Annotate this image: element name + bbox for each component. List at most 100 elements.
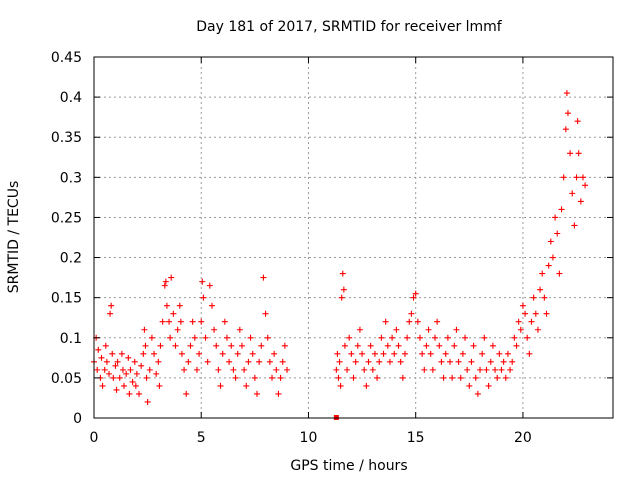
data-point bbox=[386, 358, 393, 365]
data-point bbox=[129, 378, 136, 385]
data-point bbox=[401, 350, 408, 357]
data-point bbox=[336, 358, 343, 365]
data-point bbox=[543, 310, 550, 317]
data-point bbox=[348, 350, 355, 357]
axis-ticks bbox=[93, 56, 613, 419]
data-point bbox=[376, 358, 383, 365]
data-point bbox=[238, 342, 245, 349]
data-point bbox=[114, 358, 121, 365]
chart-title: Day 181 of 2017, SRMTID for receiver lmm… bbox=[196, 19, 503, 35]
data-point bbox=[524, 334, 531, 341]
data-point bbox=[412, 290, 419, 297]
y-tick-label: 0.1 bbox=[60, 331, 82, 347]
data-point bbox=[571, 222, 578, 229]
data-point bbox=[183, 390, 190, 397]
data-point bbox=[110, 374, 117, 381]
data-point bbox=[333, 366, 340, 373]
data-point bbox=[162, 278, 169, 285]
x-tick-labels: 0 5 10 15 20 bbox=[90, 430, 532, 446]
data-point bbox=[384, 342, 391, 349]
data-point bbox=[579, 174, 586, 181]
data-point bbox=[468, 358, 475, 365]
data-point bbox=[577, 198, 584, 205]
data-point bbox=[575, 150, 582, 157]
data-point bbox=[187, 342, 194, 349]
data-point bbox=[344, 366, 351, 373]
data-point bbox=[500, 358, 507, 365]
data-point bbox=[338, 294, 345, 301]
x-tick-label: 10 bbox=[300, 430, 318, 446]
x-tick-label: 20 bbox=[514, 430, 532, 446]
data-point bbox=[141, 326, 148, 333]
data-point bbox=[103, 358, 110, 365]
x-axis-label: GPS time / hours bbox=[290, 458, 407, 474]
data-point bbox=[279, 358, 286, 365]
x-tick-label: 5 bbox=[197, 430, 206, 446]
data-point bbox=[132, 382, 139, 389]
data-point bbox=[108, 302, 115, 309]
data-point bbox=[193, 366, 200, 373]
data-point bbox=[513, 342, 520, 349]
data-point bbox=[284, 366, 291, 373]
data-point bbox=[266, 358, 273, 365]
data-point bbox=[243, 382, 250, 389]
data-point bbox=[217, 382, 224, 389]
data-point bbox=[374, 374, 381, 381]
y-tick-label: 0.35 bbox=[51, 130, 82, 146]
data-point bbox=[494, 374, 501, 381]
data-point bbox=[507, 366, 514, 373]
data-point bbox=[554, 230, 561, 237]
data-points bbox=[91, 90, 589, 420]
data-point bbox=[146, 366, 153, 373]
data-point bbox=[419, 350, 426, 357]
data-point bbox=[258, 342, 265, 349]
data-point bbox=[167, 334, 174, 341]
data-point bbox=[511, 334, 518, 341]
data-point bbox=[253, 390, 260, 397]
grid bbox=[94, 57, 613, 418]
data-point bbox=[176, 302, 183, 309]
data-point bbox=[99, 382, 106, 389]
data-point bbox=[281, 342, 288, 349]
data-point bbox=[549, 254, 556, 261]
data-point bbox=[459, 350, 466, 357]
data-point bbox=[474, 390, 481, 397]
data-point bbox=[98, 354, 105, 361]
data-point bbox=[530, 294, 537, 301]
data-point bbox=[470, 342, 477, 349]
data-point bbox=[541, 294, 548, 301]
y-tick-label: 0.05 bbox=[51, 371, 82, 387]
data-point bbox=[367, 342, 374, 349]
data-point bbox=[249, 350, 256, 357]
data-point bbox=[335, 374, 342, 381]
data-point bbox=[102, 342, 109, 349]
data-point bbox=[236, 326, 243, 333]
data-point bbox=[113, 386, 120, 393]
data-point bbox=[106, 370, 113, 377]
x-tick-label: 15 bbox=[407, 430, 425, 446]
data-point bbox=[489, 342, 496, 349]
data-point bbox=[247, 334, 254, 341]
data-point bbox=[472, 374, 479, 381]
data-point bbox=[378, 334, 385, 341]
data-point bbox=[352, 358, 359, 365]
y-tick-label: 0.45 bbox=[51, 50, 82, 66]
data-point bbox=[457, 374, 464, 381]
data-point bbox=[464, 366, 471, 373]
data-point bbox=[127, 366, 134, 373]
data-point bbox=[271, 350, 278, 357]
data-point bbox=[138, 362, 145, 369]
data-point bbox=[136, 390, 143, 397]
data-point bbox=[206, 282, 213, 289]
data-point bbox=[339, 270, 346, 277]
data-point bbox=[423, 342, 430, 349]
data-point bbox=[522, 310, 529, 317]
data-point bbox=[275, 390, 282, 397]
data-point bbox=[421, 366, 428, 373]
data-point bbox=[264, 334, 271, 341]
data-point bbox=[200, 294, 207, 301]
data-point bbox=[442, 350, 449, 357]
data-point bbox=[438, 358, 445, 365]
data-point bbox=[408, 310, 415, 317]
data-point bbox=[208, 302, 215, 309]
